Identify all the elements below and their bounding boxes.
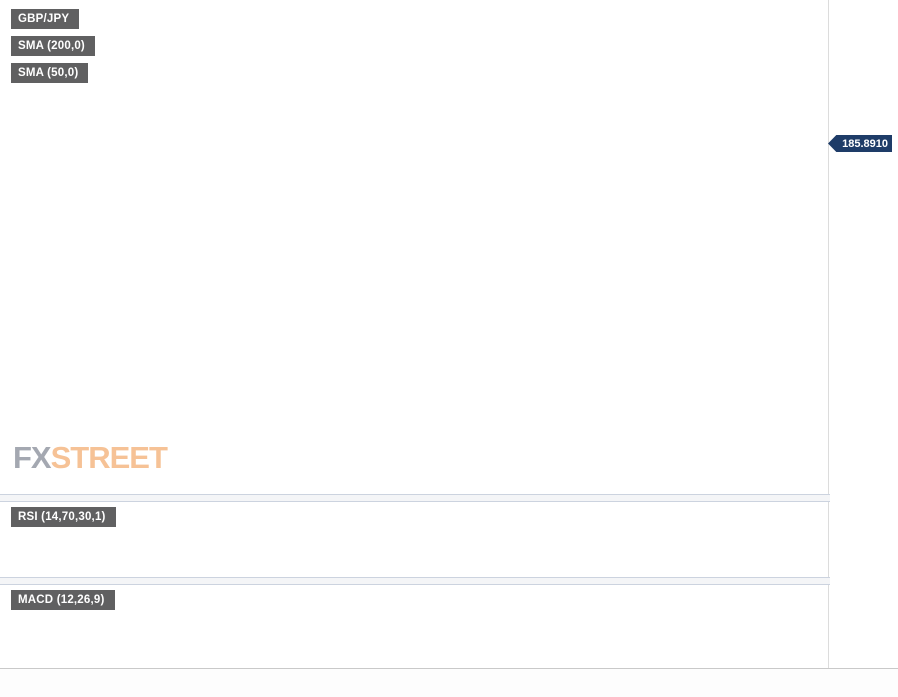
- panel-resize-handle[interactable]: [402, 578, 429, 584]
- sma200-label: SMA (200,0): [11, 36, 95, 56]
- symbol-label: GBP/JPY: [11, 9, 80, 29]
- current-price-tag: 185.8910: [828, 135, 892, 152]
- legend-item-symbol[interactable]: GBP/JPY: [8, 9, 80, 29]
- logo-street: STREET: [50, 440, 168, 475]
- sma50-label: SMA (50,0): [11, 63, 89, 83]
- price-axis[interactable]: [828, 0, 898, 668]
- macd-label-text: MACD (12,26,9): [11, 590, 115, 610]
- panel-divider: [0, 577, 830, 585]
- time-axis[interactable]: [0, 668, 898, 697]
- logo-fx: FX: [13, 440, 52, 475]
- fxstreet-logo: FXSTREET: [13, 440, 168, 475]
- macd-indicator-label[interactable]: MACD (12,26,9): [8, 590, 115, 610]
- chart-canvas[interactable]: [0, 0, 828, 668]
- legend-item-sma200[interactable]: SMA (200,0): [8, 36, 95, 56]
- current-price-value: 185.8910: [842, 137, 888, 150]
- panel-divider: [0, 494, 830, 502]
- legend-item-sma50[interactable]: SMA (50,0): [8, 63, 89, 83]
- rsi-label-text: RSI (14,70,30,1): [11, 507, 116, 527]
- rsi-indicator-label[interactable]: RSI (14,70,30,1): [8, 507, 116, 527]
- panel-resize-handle[interactable]: [402, 495, 429, 501]
